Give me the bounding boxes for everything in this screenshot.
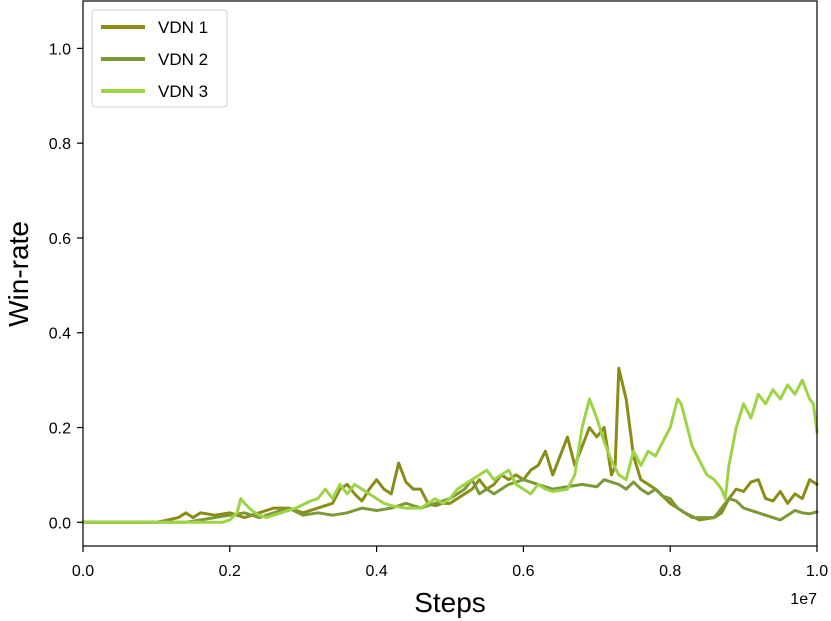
x-tick-label: 0.4	[365, 563, 387, 580]
y-tick-label: 0.8	[49, 136, 71, 153]
series-layer	[81, 366, 819, 524]
legend-items: VDN 1 VDN 2 VDN 3	[101, 18, 208, 101]
y-tick-label: 0.0	[49, 515, 71, 532]
y-axis-label: Win-rate	[3, 221, 34, 327]
y-axis: 0.0 0.2 0.4 0.6 0.8 1.0	[49, 41, 83, 532]
legend: VDN 1 VDN 2 VDN 3	[91, 9, 228, 108]
x-tick-label: 0.8	[659, 563, 681, 580]
x-offset-label: 1e7	[790, 591, 817, 608]
y-tick-label: 1.0	[49, 41, 71, 58]
series-line-3	[81, 378, 819, 524]
series-line-2	[81, 478, 819, 524]
legend-label-1: VDN 1	[158, 18, 208, 37]
plot-frame	[82, 0, 818, 547]
x-axis: 0.0 0.2 0.4 0.6 0.8 1.0	[72, 546, 828, 580]
x-axis-label: Steps	[414, 587, 486, 618]
series-line-1	[81, 366, 819, 524]
x-tick-label: 1.0	[806, 563, 828, 580]
x-tick-label: 0.6	[512, 563, 534, 580]
legend-label-2: VDN 2	[158, 50, 208, 69]
y-tick-label: 0.6	[49, 231, 71, 248]
y-tick-label: 0.4	[49, 326, 71, 343]
y-tick-label: 0.2	[49, 421, 71, 438]
legend-box	[91, 9, 228, 108]
x-tick-label: 0.2	[219, 563, 241, 580]
x-tick-label: 0.0	[72, 563, 94, 580]
legend-label-3: VDN 3	[158, 82, 208, 101]
